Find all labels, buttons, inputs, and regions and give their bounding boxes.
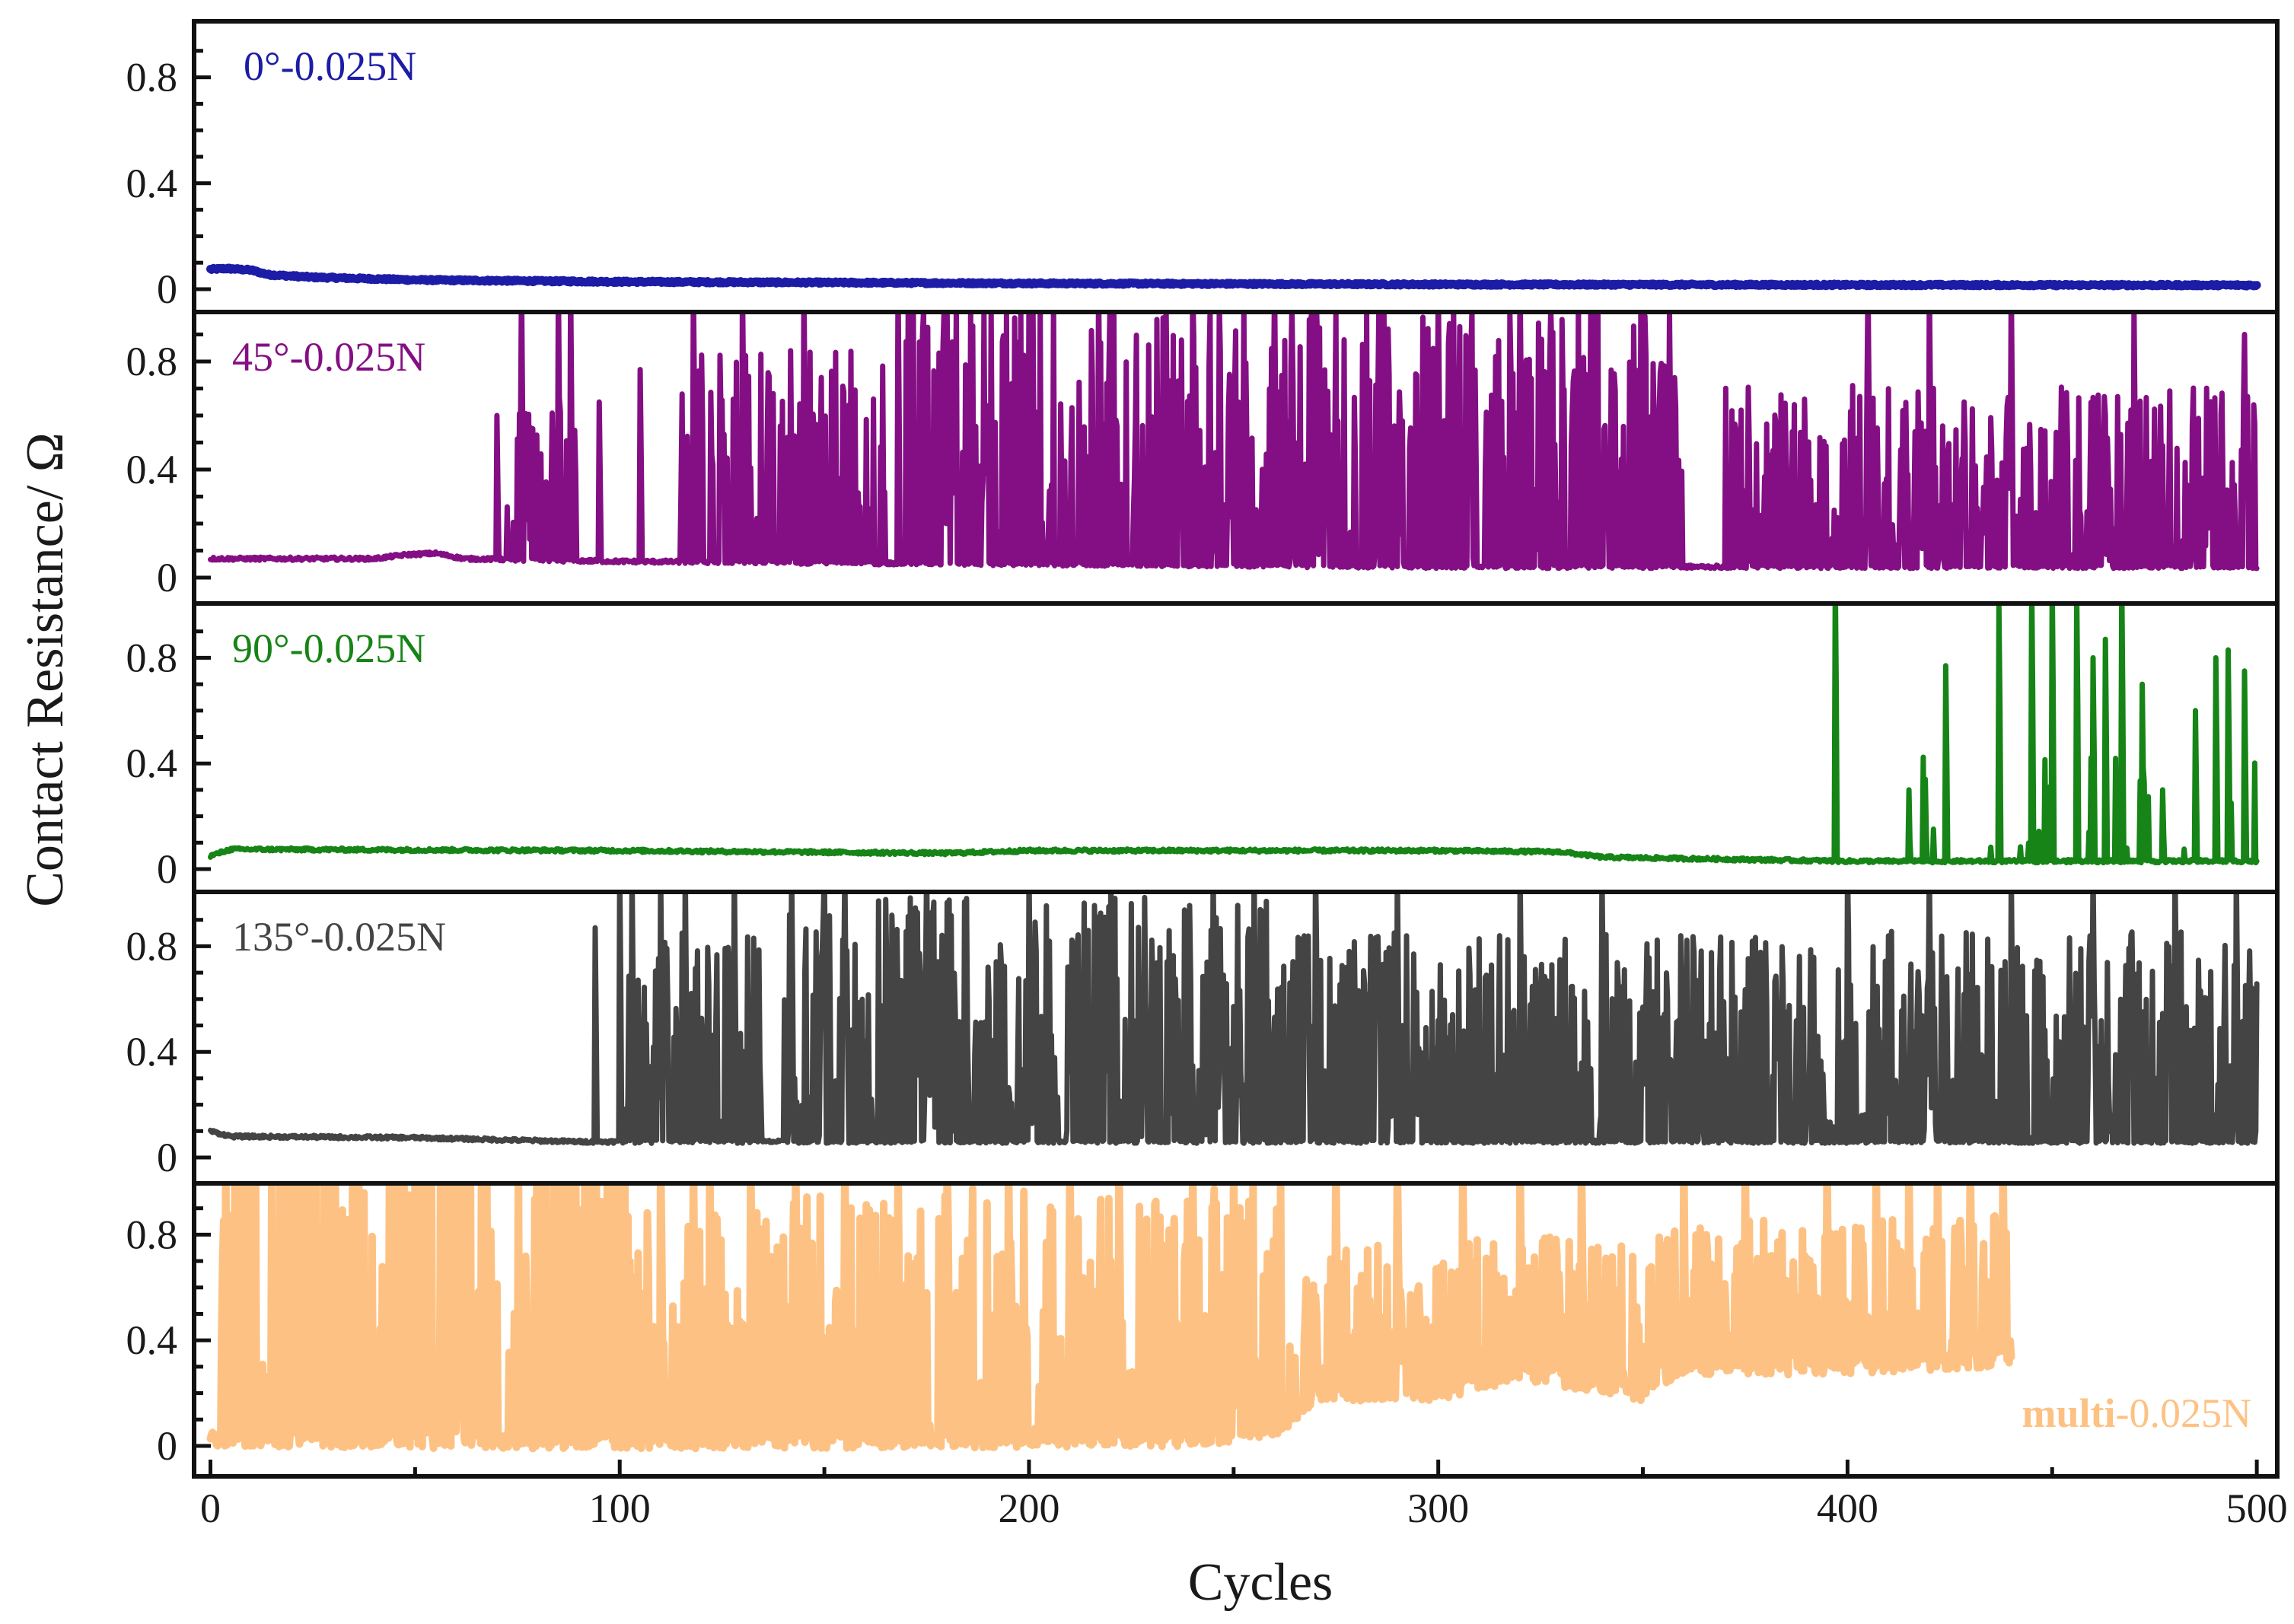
- x-tick-label: 300: [1407, 1485, 1469, 1531]
- y-tick-label: 0: [157, 1135, 177, 1180]
- x-axis: 0 100 200 300 400 500: [200, 1460, 2288, 1531]
- panel-5: 0 0.4 0.8 multi-0.025N: [126, 1181, 2280, 1479]
- y-tick-label: 0.8: [126, 1212, 178, 1257]
- y-tick-label: 0.4: [126, 161, 178, 206]
- series-label-2: 45°-0.025N: [232, 334, 425, 380]
- series-line-3: [208, 603, 2260, 866]
- x-tick-label: 500: [2226, 1485, 2288, 1531]
- y-tick-label: 0.8: [126, 635, 178, 680]
- series-line-1: [206, 263, 2261, 291]
- series-label-3: 90°-0.025N: [232, 626, 425, 671]
- y-tick-label: 0: [157, 846, 177, 892]
- panel-4: 0 0.4 0.8 135°-0.025N: [126, 890, 2280, 1186]
- panel-2: 0 0.4 0.8 45°-0.025N: [126, 310, 2280, 606]
- series-label-1: 0°-0.025N: [244, 43, 416, 89]
- series-label-4: 135°-0.025N: [232, 914, 446, 960]
- series-line-2: [208, 312, 2260, 572]
- y-tick-label: 0.8: [126, 55, 178, 100]
- y-tick-label: 0.8: [126, 923, 178, 969]
- x-axis-label: Cycles: [1188, 1553, 1333, 1612]
- panel-frame: [192, 1181, 2280, 1479]
- y-tick-label: 0: [157, 555, 177, 600]
- series-label-5: multi-0.025N: [2022, 1390, 2252, 1436]
- panel-3: 0 0.4 0.8 90°-0.025N: [126, 601, 2280, 894]
- panel-frame: [192, 19, 2280, 314]
- y-tick-label: 0.4: [126, 1029, 178, 1075]
- x-tick-label: 0: [200, 1485, 221, 1531]
- x-tick-label: 200: [998, 1485, 1059, 1531]
- y-axis-label: Contact Resistance/ Ω: [16, 432, 75, 907]
- chart-panels: 0 0.4 0.8 0°-0.025N 0 0.4 0.8 45°-0.025N 0 0.4 0.8…: [126, 19, 2280, 1479]
- y-tick-label: 0.4: [126, 1317, 178, 1363]
- x-tick-label: 400: [1817, 1485, 1878, 1531]
- y-tick-label: 0: [157, 266, 177, 312]
- x-tick-label: 100: [589, 1485, 651, 1531]
- series-line-5: [206, 1183, 2015, 1453]
- y-tick-label: 0.4: [126, 447, 178, 492]
- y-tick-label: 0.4: [126, 740, 178, 786]
- y-tick-label: 0.8: [126, 339, 178, 384]
- series-line-4: [208, 892, 2260, 1146]
- y-tick-label: 0: [157, 1423, 177, 1469]
- panel-1: 0 0.4 0.8 0°-0.025N: [126, 19, 2280, 314]
